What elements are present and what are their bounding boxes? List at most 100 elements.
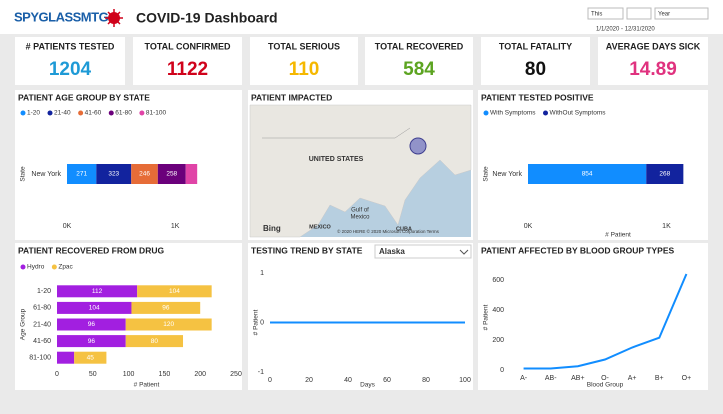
value-label: 104 — [89, 305, 100, 312]
y-axis-title: State — [20, 166, 27, 182]
y-tick-label: 1 — [260, 270, 264, 277]
y-tick-label: 400 — [492, 307, 504, 314]
x-tick-label: 20 — [305, 377, 313, 384]
value-label: 96 — [162, 305, 170, 312]
x-tick-label: A- — [520, 375, 528, 382]
kpi-value: 1204 — [49, 59, 92, 80]
filter-box[interactable] — [626, 7, 652, 20]
dropdown-arrow[interactable] — [459, 249, 469, 255]
legend-label: With Symptoms — [490, 110, 536, 117]
kpi-label: TOTAL RECOVERED — [375, 41, 464, 51]
legend-label: 61-80 — [115, 110, 132, 117]
y-axis-title: # Patient — [483, 304, 490, 330]
y-tick-label: 200 — [492, 337, 504, 344]
bar-segment — [157, 164, 186, 184]
value-label: 80 — [151, 338, 159, 345]
dropdown-label[interactable]: Alaska — [379, 247, 405, 256]
kpi-label: TOTAL CONFIRMED — [145, 41, 231, 51]
value-label: 120 — [163, 321, 174, 328]
bar-segment — [57, 285, 138, 298]
x-tick-label: 100 — [459, 377, 471, 384]
line — [523, 273, 688, 370]
legend-swatch — [108, 110, 114, 116]
legend-swatch — [20, 110, 26, 116]
virus-icon — [105, 9, 123, 27]
value-label: 104 — [169, 288, 180, 295]
x-tick-label: 150 — [159, 371, 171, 378]
logo: SPYGLASSMTG — [14, 9, 109, 24]
bar-segment — [96, 164, 132, 184]
bar-segment — [185, 164, 198, 184]
bar-segment — [74, 351, 107, 364]
x-tick-label: 0K — [524, 223, 533, 230]
legend-label: WithOut Symptoms — [550, 110, 607, 117]
category-label: 61-80 — [33, 305, 51, 312]
y-tick-label: 600 — [492, 277, 504, 284]
legend-label: Zpac — [58, 264, 73, 271]
kpi-value: 14.89 — [629, 59, 677, 80]
x-tick-label: 0 — [268, 377, 272, 384]
y-axis-title: Age Group — [20, 308, 27, 340]
x-tick-label: AB+ — [571, 375, 584, 382]
panel-title: PATIENT AFFECTED BY BLOOD GROUP TYPES — [481, 245, 674, 255]
legend-swatch — [543, 110, 549, 116]
map-label: Mexico — [350, 215, 370, 221]
x-axis-title: # Patient — [605, 232, 631, 239]
legend-swatch — [20, 264, 26, 270]
panel — [15, 37, 125, 85]
x-tick-label: 1K — [662, 223, 671, 230]
category-label: 41-60 — [33, 338, 51, 345]
panel — [478, 243, 708, 390]
x-axis-title: Days — [360, 382, 376, 389]
panel-title: PATIENT AGE GROUP BY STATE — [18, 92, 150, 102]
category-label: 1-20 — [37, 288, 51, 295]
kpi-value: 80 — [525, 59, 546, 80]
panel — [133, 37, 242, 85]
legend-swatch — [51, 264, 57, 270]
filter-box[interactable] — [587, 7, 624, 20]
x-tick-label: 200 — [194, 371, 206, 378]
map-border — [262, 127, 411, 139]
kpi-label: # PATIENTS TESTED — [26, 41, 115, 51]
kpi-label: TOTAL SERIOUS — [268, 41, 340, 51]
map-label: Bing — [263, 224, 281, 233]
panel — [598, 37, 708, 85]
kpi-label: TOTAL FATALITY — [499, 41, 572, 51]
value-label: 854 — [582, 171, 593, 178]
x-axis-title: # Patient — [134, 382, 160, 389]
kpi-value: 1122 — [167, 59, 208, 80]
bar-segment — [125, 318, 212, 331]
dropdown[interactable] — [374, 244, 472, 259]
x-tick-label: 100 — [123, 371, 135, 378]
legend-swatch — [78, 110, 84, 116]
bar-segment — [137, 285, 212, 298]
bar-segment — [528, 164, 647, 184]
panel-title: PATIENT RECOVERED FROM DRUG — [18, 245, 164, 255]
panel-title: PATIENT IMPACTED — [251, 92, 332, 102]
map-label: Gulf of — [351, 208, 369, 214]
bar-segment — [57, 318, 126, 331]
x-tick-label: O- — [601, 375, 609, 382]
legend-label: Hydro — [27, 264, 45, 271]
value-label: 45 — [87, 354, 95, 361]
x-tick-label: B+ — [655, 375, 664, 382]
x-axis-title: Blood Group — [587, 382, 624, 389]
kpi-value: 584 — [403, 59, 435, 80]
legend-swatch — [139, 110, 145, 116]
value-label: 96 — [88, 321, 96, 328]
bar-segment — [57, 335, 126, 348]
legend-label: 81-100 — [146, 110, 167, 117]
legend-swatch — [483, 110, 489, 116]
filter-label[interactable]: Year — [658, 12, 670, 18]
filter-label[interactable]: This — [591, 12, 602, 18]
y-axis-title: State — [483, 166, 490, 182]
map-label: © 2020 HERE © 2020 Microsoft Corporation… — [337, 228, 440, 234]
kpi-label: AVERAGE DAYS SICK — [606, 41, 701, 51]
date-range: 1/1/2020 - 12/31/2020 — [596, 27, 655, 33]
legend-label: 21-40 — [54, 110, 71, 117]
location-bubble[interactable] — [409, 137, 427, 155]
panel — [250, 37, 358, 85]
bar-segment — [125, 335, 184, 348]
filter-box[interactable] — [654, 7, 709, 20]
